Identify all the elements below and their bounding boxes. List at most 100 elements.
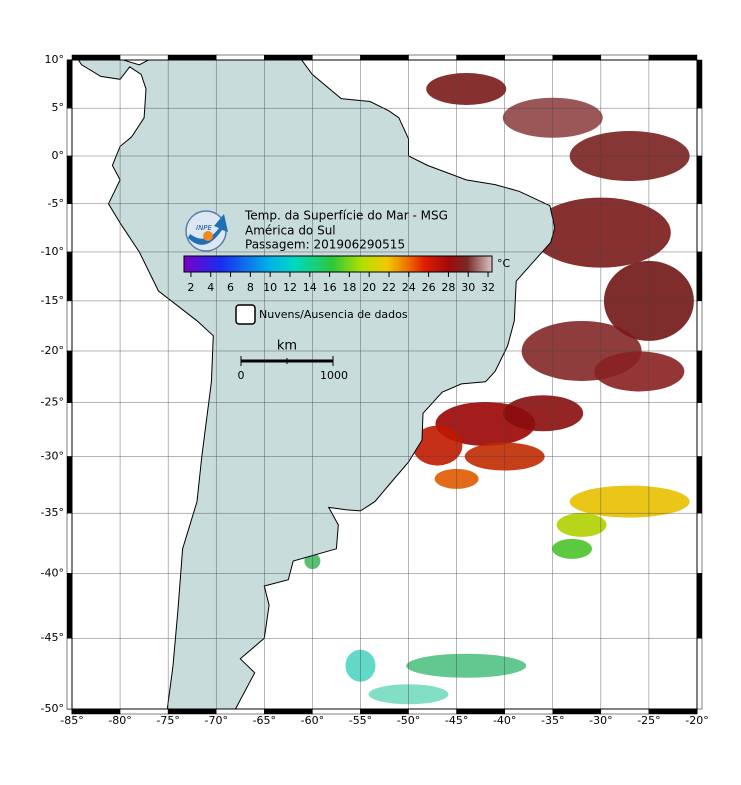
legend-swatch — [235, 304, 256, 325]
frame-segment — [66, 573, 73, 639]
frame-segment — [504, 54, 554, 61]
colorbar-tick-label: 20 — [362, 281, 376, 294]
colorbar-tick-label: 8 — [247, 281, 254, 294]
colorbar-tick-label: 26 — [422, 281, 436, 294]
colorbar-tick-label: 12 — [283, 281, 297, 294]
lon-tick-label: -50° — [397, 714, 420, 727]
sst-patch — [556, 512, 607, 537]
colorbar-tick-label: 30 — [461, 281, 475, 294]
frame-segment — [312, 708, 361, 715]
frame-segment — [360, 54, 409, 61]
frame-segment — [456, 708, 505, 715]
frame-segment — [696, 59, 703, 109]
lat-tick-label: 10° — [45, 53, 65, 66]
lat-tick-label: -5° — [48, 197, 64, 210]
lon-tick-label: -75° — [156, 714, 179, 727]
legend-label: Nuvens/Ausencia de dados — [259, 308, 408, 321]
frame-segment — [600, 708, 650, 715]
frame-segment — [648, 708, 698, 715]
frame-segment — [648, 54, 698, 61]
frame-segment — [552, 54, 602, 61]
overlay: -85° -80° -75° -70° -65° -60° -55° -50° -45° -40°… — [41, 53, 709, 727]
scale-bar — [240, 356, 334, 366]
frame-segment — [696, 107, 703, 157]
colorbar-tick-label: 4 — [207, 281, 214, 294]
frame-segment — [66, 251, 73, 302]
lon-tick-label: -65° — [253, 714, 276, 727]
scale-unit: km — [277, 339, 297, 354]
frame-segment — [119, 708, 169, 715]
frame-segment — [66, 512, 73, 574]
frame-segment — [119, 54, 169, 61]
colorbar-tick-label: 24 — [402, 281, 416, 294]
lon-tick-label: -55° — [349, 714, 372, 727]
lat-tick-label: -10° — [41, 245, 64, 258]
title-line: Passagem: 201906290515 — [245, 238, 405, 252]
lat-tick-label: -40° — [41, 566, 64, 579]
lon-tick-label: -40° — [493, 714, 516, 727]
colorbar-tick-label: 22 — [382, 281, 396, 294]
lon-tick-label: -60° — [301, 714, 324, 727]
lat-tick-label: -35° — [41, 506, 64, 519]
colorbar-tick-label: 6 — [227, 281, 234, 294]
frame-segment — [71, 708, 121, 715]
frame-segment — [66, 300, 73, 352]
frame-segment — [66, 637, 73, 710]
lat-tick-label: -45° — [41, 631, 64, 644]
frame-segment — [600, 54, 650, 61]
lat-tick-label: 0° — [52, 149, 65, 162]
frame-segment — [456, 54, 505, 61]
frame-segment — [66, 107, 73, 157]
lat-tick-label: 5° — [52, 101, 65, 114]
colorbar-tick-label: 2 — [187, 281, 194, 294]
frame-segment — [696, 300, 703, 352]
frame-segment — [66, 59, 73, 109]
frame-segment — [66, 402, 73, 457]
frame-segment — [312, 54, 361, 61]
frame-segment — [696, 456, 703, 514]
frame-segment — [696, 350, 703, 403]
lon-tick-label: -70° — [204, 714, 227, 727]
colorbar — [183, 255, 493, 273]
colorbar-unit: °C — [497, 257, 511, 270]
frame-segment — [71, 54, 121, 61]
frame-segment — [360, 708, 409, 715]
frame-segment — [167, 54, 217, 61]
lat-tick-label: -25° — [41, 396, 64, 409]
lat-tick-label: -50° — [41, 702, 64, 715]
frame-segment — [66, 456, 73, 514]
sst-patch — [426, 72, 507, 105]
frame-segment — [696, 251, 703, 302]
frame-segment — [66, 350, 73, 403]
frame-segment — [264, 708, 313, 715]
frame-segment — [696, 155, 703, 205]
logo-text: INPE — [196, 224, 213, 232]
sst-patch — [569, 485, 690, 518]
frame-segment — [264, 54, 313, 61]
lon-tick-label: -45° — [445, 714, 468, 727]
lon-tick-label: -85° — [60, 714, 83, 727]
colorbar-tick-label: 32 — [481, 281, 495, 294]
colorbar-tick-label: 10 — [263, 281, 277, 294]
lon-tick-label: -25° — [637, 714, 660, 727]
frame-segment — [408, 708, 457, 715]
lon-tick-label: -20° — [685, 714, 708, 727]
lat-tick-label: -15° — [41, 294, 64, 307]
colorbar-tick-label: 18 — [342, 281, 356, 294]
frame-segment — [552, 708, 602, 715]
frame-segment — [215, 708, 265, 715]
lat-tick-label: -30° — [41, 450, 64, 463]
sst-patch — [412, 425, 463, 466]
lon-tick-label: -35° — [541, 714, 564, 727]
colorbar-tick-label: 14 — [303, 281, 317, 294]
lon-tick-label: -80° — [108, 714, 131, 727]
frame-segment — [696, 512, 703, 574]
frame-segment — [215, 54, 265, 61]
frame-segment — [66, 203, 73, 253]
sst-patch — [552, 538, 592, 559]
colorbar-tick-label: 16 — [323, 281, 337, 294]
sst-patch — [594, 351, 685, 392]
lat-tick-label: -20° — [41, 344, 64, 357]
frame-segment — [66, 155, 73, 205]
